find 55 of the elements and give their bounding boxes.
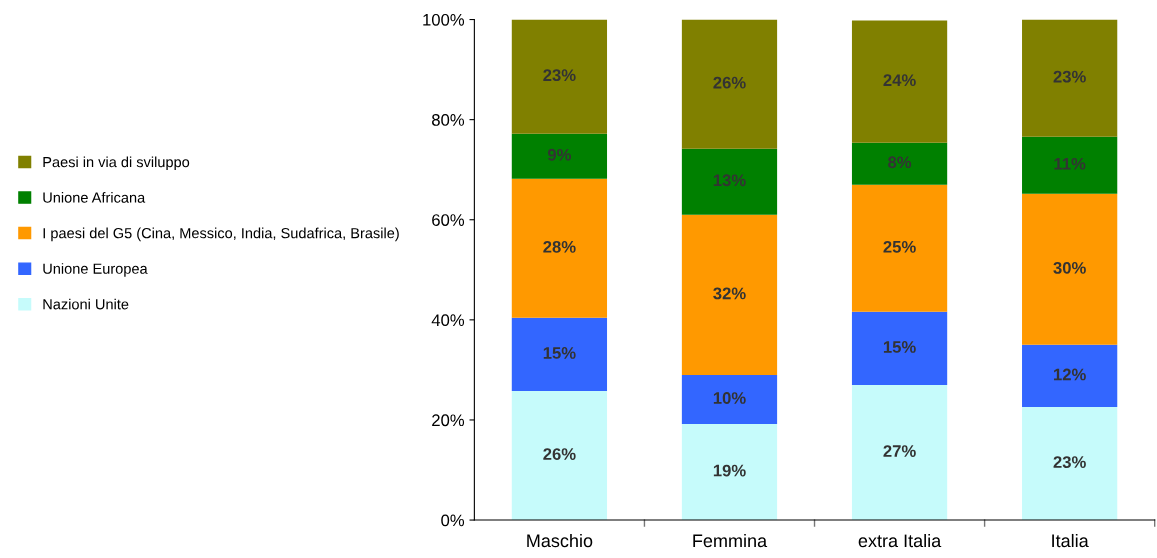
data-label: 32%: [713, 287, 746, 300]
bar: [851, 184, 948, 312]
bar: [681, 148, 778, 215]
data-label: 12%: [1054, 368, 1086, 381]
x-tick-label: extra Italia: [858, 533, 942, 548]
data-label: 30%: [1053, 261, 1086, 274]
data-label: 27%: [883, 445, 916, 457]
bar: [681, 374, 778, 424]
y-tick-label: 0%: [441, 514, 465, 527]
legend-label: Paesi in via di sviluppo: [43, 156, 190, 171]
data-label: 15%: [543, 347, 576, 359]
bar: [1022, 344, 1118, 407]
data-label: 26%: [713, 76, 746, 89]
y-tick-label: 100%: [423, 13, 465, 26]
bar: [851, 142, 948, 185]
data-label: 13%: [713, 174, 746, 187]
data-label: 10%: [713, 392, 746, 404]
x-tick-label: Femmina: [693, 533, 768, 548]
bar: [511, 19, 608, 134]
bar: [851, 20, 948, 143]
x-tick-label: Maschio: [527, 533, 593, 548]
y-tick-label: 20%: [432, 414, 465, 427]
bar: [1022, 193, 1118, 345]
bar: [511, 390, 608, 521]
legend-label: Nazioni Unite: [43, 298, 129, 310]
data-label: 11%: [1054, 157, 1086, 170]
bar: [1022, 406, 1118, 521]
x-tick-label: Italia: [1052, 533, 1089, 548]
data-label: 9%: [547, 148, 572, 161]
data-label: 23%: [543, 69, 576, 82]
bar: [1022, 19, 1118, 137]
data-label: 15%: [883, 341, 916, 353]
y-tick-label: 40%: [431, 314, 465, 327]
bar: [1022, 136, 1118, 194]
data-label: 19%: [713, 464, 746, 477]
bar: [851, 384, 948, 521]
y-tick-label: 80%: [432, 114, 465, 126]
y-tick-label: 60%: [432, 214, 465, 226]
data-label: 28%: [543, 240, 576, 253]
bar: [511, 317, 608, 391]
data-label: 24%: [883, 74, 916, 87]
data-label: 23%: [1053, 456, 1086, 468]
legend-label: Unione Africana: [43, 192, 146, 203]
bar: [681, 214, 778, 375]
legend-label: Unione Europea: [43, 263, 148, 277]
data-label: 25%: [883, 240, 916, 253]
bar: [511, 133, 608, 179]
bar: [511, 178, 608, 318]
bar: [681, 423, 778, 521]
data-label: 23%: [1053, 70, 1086, 83]
bar: [681, 19, 778, 149]
legend-label: I paesi del G5 (Cina, Messico, India, Sudafrica, Brasile): [43, 227, 399, 242]
data-label: 26%: [543, 448, 576, 460]
data-label: 8%: [888, 156, 912, 169]
bar: [851, 311, 948, 385]
